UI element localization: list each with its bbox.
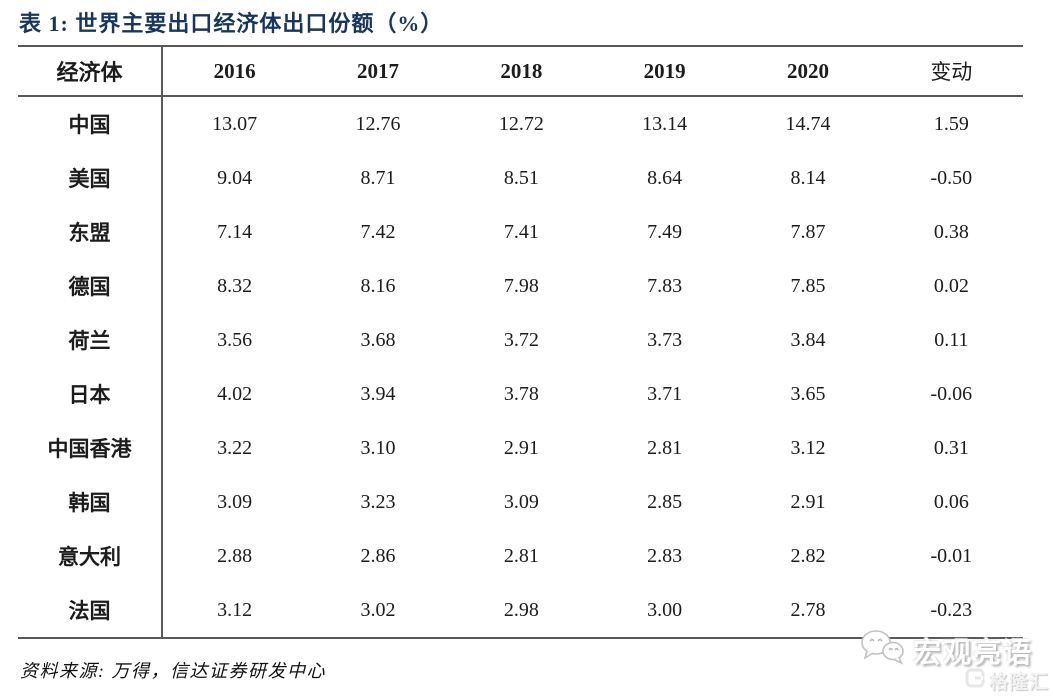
economy-cell: 美国: [18, 151, 163, 205]
column-header-2017: 2017: [306, 47, 450, 97]
value-cell: 7.14: [217, 220, 253, 243]
value-cell: 3.00: [647, 598, 683, 621]
change-cell: 1.59: [933, 112, 969, 135]
value-cell: 3.78: [503, 382, 539, 405]
value-cell: 7.85: [790, 274, 826, 297]
value-cell: 8.14: [790, 166, 826, 189]
value-cell: 2.86: [360, 544, 396, 567]
economy-cell: 中国香港: [18, 421, 163, 475]
value-cell: 3.12: [790, 436, 826, 459]
value-cell: 3.02: [360, 598, 396, 621]
value-cell: 2.91: [790, 490, 826, 513]
gelonghui-logo: 格隆汇: [964, 667, 1049, 694]
value-cell: 12.72: [498, 112, 544, 135]
value-cell: 2.82: [790, 544, 826, 567]
data-source-note: 资料来源: 万得，信达证券研发中心: [20, 661, 326, 681]
value-cell: 2.98: [503, 598, 539, 621]
gelonghui-g-icon: [964, 667, 986, 694]
value-cell: 8.16: [360, 274, 396, 297]
value-cell: 8.51: [503, 166, 539, 189]
value-cell: 2.85: [647, 490, 683, 513]
change-cell: 0.06: [933, 490, 969, 513]
economy-cell: 德国: [18, 259, 163, 313]
value-cell: 8.64: [647, 166, 683, 189]
value-cell: 3.09: [217, 490, 253, 513]
value-cell: 2.78: [790, 598, 826, 621]
value-cell: 3.72: [503, 328, 539, 351]
value-cell: 13.07: [212, 112, 258, 135]
economy-cell: 东盟: [18, 205, 163, 259]
value-cell: 3.10: [360, 436, 396, 459]
value-cell: 3.94: [360, 382, 396, 405]
column-header-2019: 2019: [592, 47, 737, 97]
economy-cell: 日本: [18, 367, 163, 421]
change-cell: -0.23: [930, 598, 973, 621]
value-cell: 2.83: [647, 544, 683, 567]
value-cell: 14.74: [785, 112, 831, 135]
value-cell: 3.73: [647, 328, 683, 351]
wechat-icon: [858, 628, 906, 673]
wechat-watermark: 宏观亮语: [858, 628, 1033, 673]
value-cell: 3.22: [217, 436, 253, 459]
change-cell: -0.01: [930, 544, 973, 567]
column-header-economy: 经济体: [18, 47, 163, 97]
change-cell: 0.38: [933, 220, 969, 243]
value-cell: 3.56: [217, 328, 253, 351]
value-cell: 13.14: [642, 112, 688, 135]
value-cell: 2.88: [217, 544, 253, 567]
value-cell: 3.23: [360, 490, 396, 513]
column-header-2020: 2020: [736, 47, 880, 97]
value-cell: 2.81: [503, 544, 539, 567]
economy-cell: 法国: [18, 583, 163, 637]
column-header-2018: 2018: [449, 47, 593, 97]
value-cell: 7.98: [503, 274, 539, 297]
value-cell: 7.41: [503, 220, 539, 243]
change-cell: -0.50: [930, 166, 973, 189]
value-cell: 7.87: [790, 220, 826, 243]
value-cell: 8.32: [217, 274, 253, 297]
change-cell: 0.11: [934, 328, 969, 351]
value-cell: 4.02: [217, 382, 253, 405]
gelonghui-logo-label: 格隆汇: [988, 672, 1049, 693]
value-cell: 3.09: [503, 490, 539, 513]
value-cell: 2.91: [503, 436, 539, 459]
column-header-2016: 2016: [163, 47, 307, 97]
value-cell: 7.42: [360, 220, 396, 243]
export-share-table: 经济体 2016 2017 2018 2019 2020 变动 中国 13.07…: [18, 45, 1023, 639]
value-cell: 3.12: [217, 598, 253, 621]
value-cell: 3.68: [360, 328, 396, 351]
value-cell: 8.71: [360, 166, 396, 189]
value-cell: 3.84: [790, 328, 826, 351]
value-cell: 7.49: [647, 220, 683, 243]
change-cell: 0.31: [933, 436, 969, 459]
economy-cell: 意大利: [18, 529, 163, 583]
table-title: 表 1: 世界主要出口经济体出口份额（%）: [19, 11, 444, 36]
column-header-change: 变动: [879, 47, 1023, 97]
change-cell: -0.06: [930, 382, 973, 405]
value-cell: 12.76: [355, 112, 401, 135]
value-cell: 3.65: [790, 382, 826, 405]
value-cell: 9.04: [217, 166, 253, 189]
economy-cell: 中国: [18, 97, 163, 151]
change-cell: 0.02: [933, 274, 969, 297]
economy-cell: 韩国: [18, 475, 163, 529]
wechat-watermark-label: 宏观亮语: [912, 636, 1033, 668]
value-cell: 7.83: [647, 274, 683, 297]
economy-cell: 荷兰: [18, 313, 163, 367]
value-cell: 2.81: [647, 436, 683, 459]
value-cell: 3.71: [647, 382, 683, 405]
